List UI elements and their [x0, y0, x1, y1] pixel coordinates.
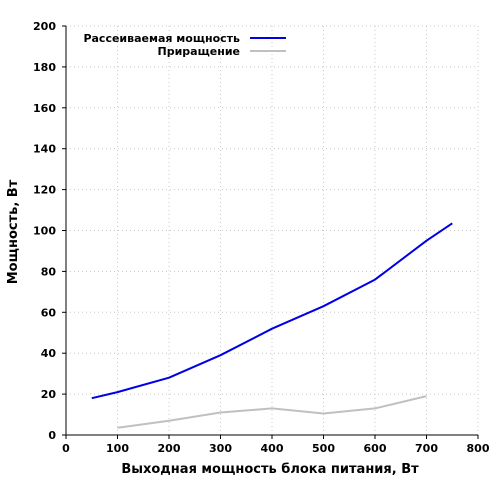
y-tick-label: 0 — [48, 429, 56, 442]
x-tick-label: 100 — [106, 442, 129, 455]
y-tick-label: 60 — [41, 306, 57, 319]
legend-label-1: Рассеиваемая мощность — [83, 32, 240, 45]
x-tick-label: 400 — [261, 442, 284, 455]
x-axis-title: Выходная мощность блока питания, Вт — [121, 462, 419, 477]
series-lines — [91, 222, 453, 429]
series-line-2 — [117, 395, 427, 429]
grid — [66, 25, 479, 435]
x-tick-label: 200 — [158, 442, 181, 455]
axes — [62, 25, 479, 439]
x-tick-label: 800 — [467, 442, 490, 455]
x-tick-label: 500 — [312, 442, 335, 455]
tick-labels: 0 100 200 300 400 500 600 700 800 0 20 40 60 80 100 120… — [33, 20, 490, 455]
x-tick-label: 700 — [415, 442, 438, 455]
series-line-1 — [91, 222, 453, 400]
y-tick-label: 40 — [41, 347, 57, 360]
y-axis-title: Мощность, Вт — [6, 179, 21, 284]
y-tick-label: 200 — [33, 20, 56, 33]
y-tick-label: 100 — [33, 225, 56, 238]
x-tick-label: 0 — [62, 442, 70, 455]
y-tick-label: 80 — [41, 265, 57, 278]
y-tick-label: 140 — [33, 143, 56, 156]
x-tick-label: 300 — [209, 442, 232, 455]
legend-label-2: Приращение — [158, 45, 240, 58]
y-tick-label: 160 — [33, 102, 56, 115]
y-tick-label: 20 — [41, 388, 57, 401]
y-tick-label: 180 — [33, 61, 56, 74]
x-tick-label: 600 — [364, 442, 387, 455]
y-tick-label: 120 — [33, 184, 56, 197]
